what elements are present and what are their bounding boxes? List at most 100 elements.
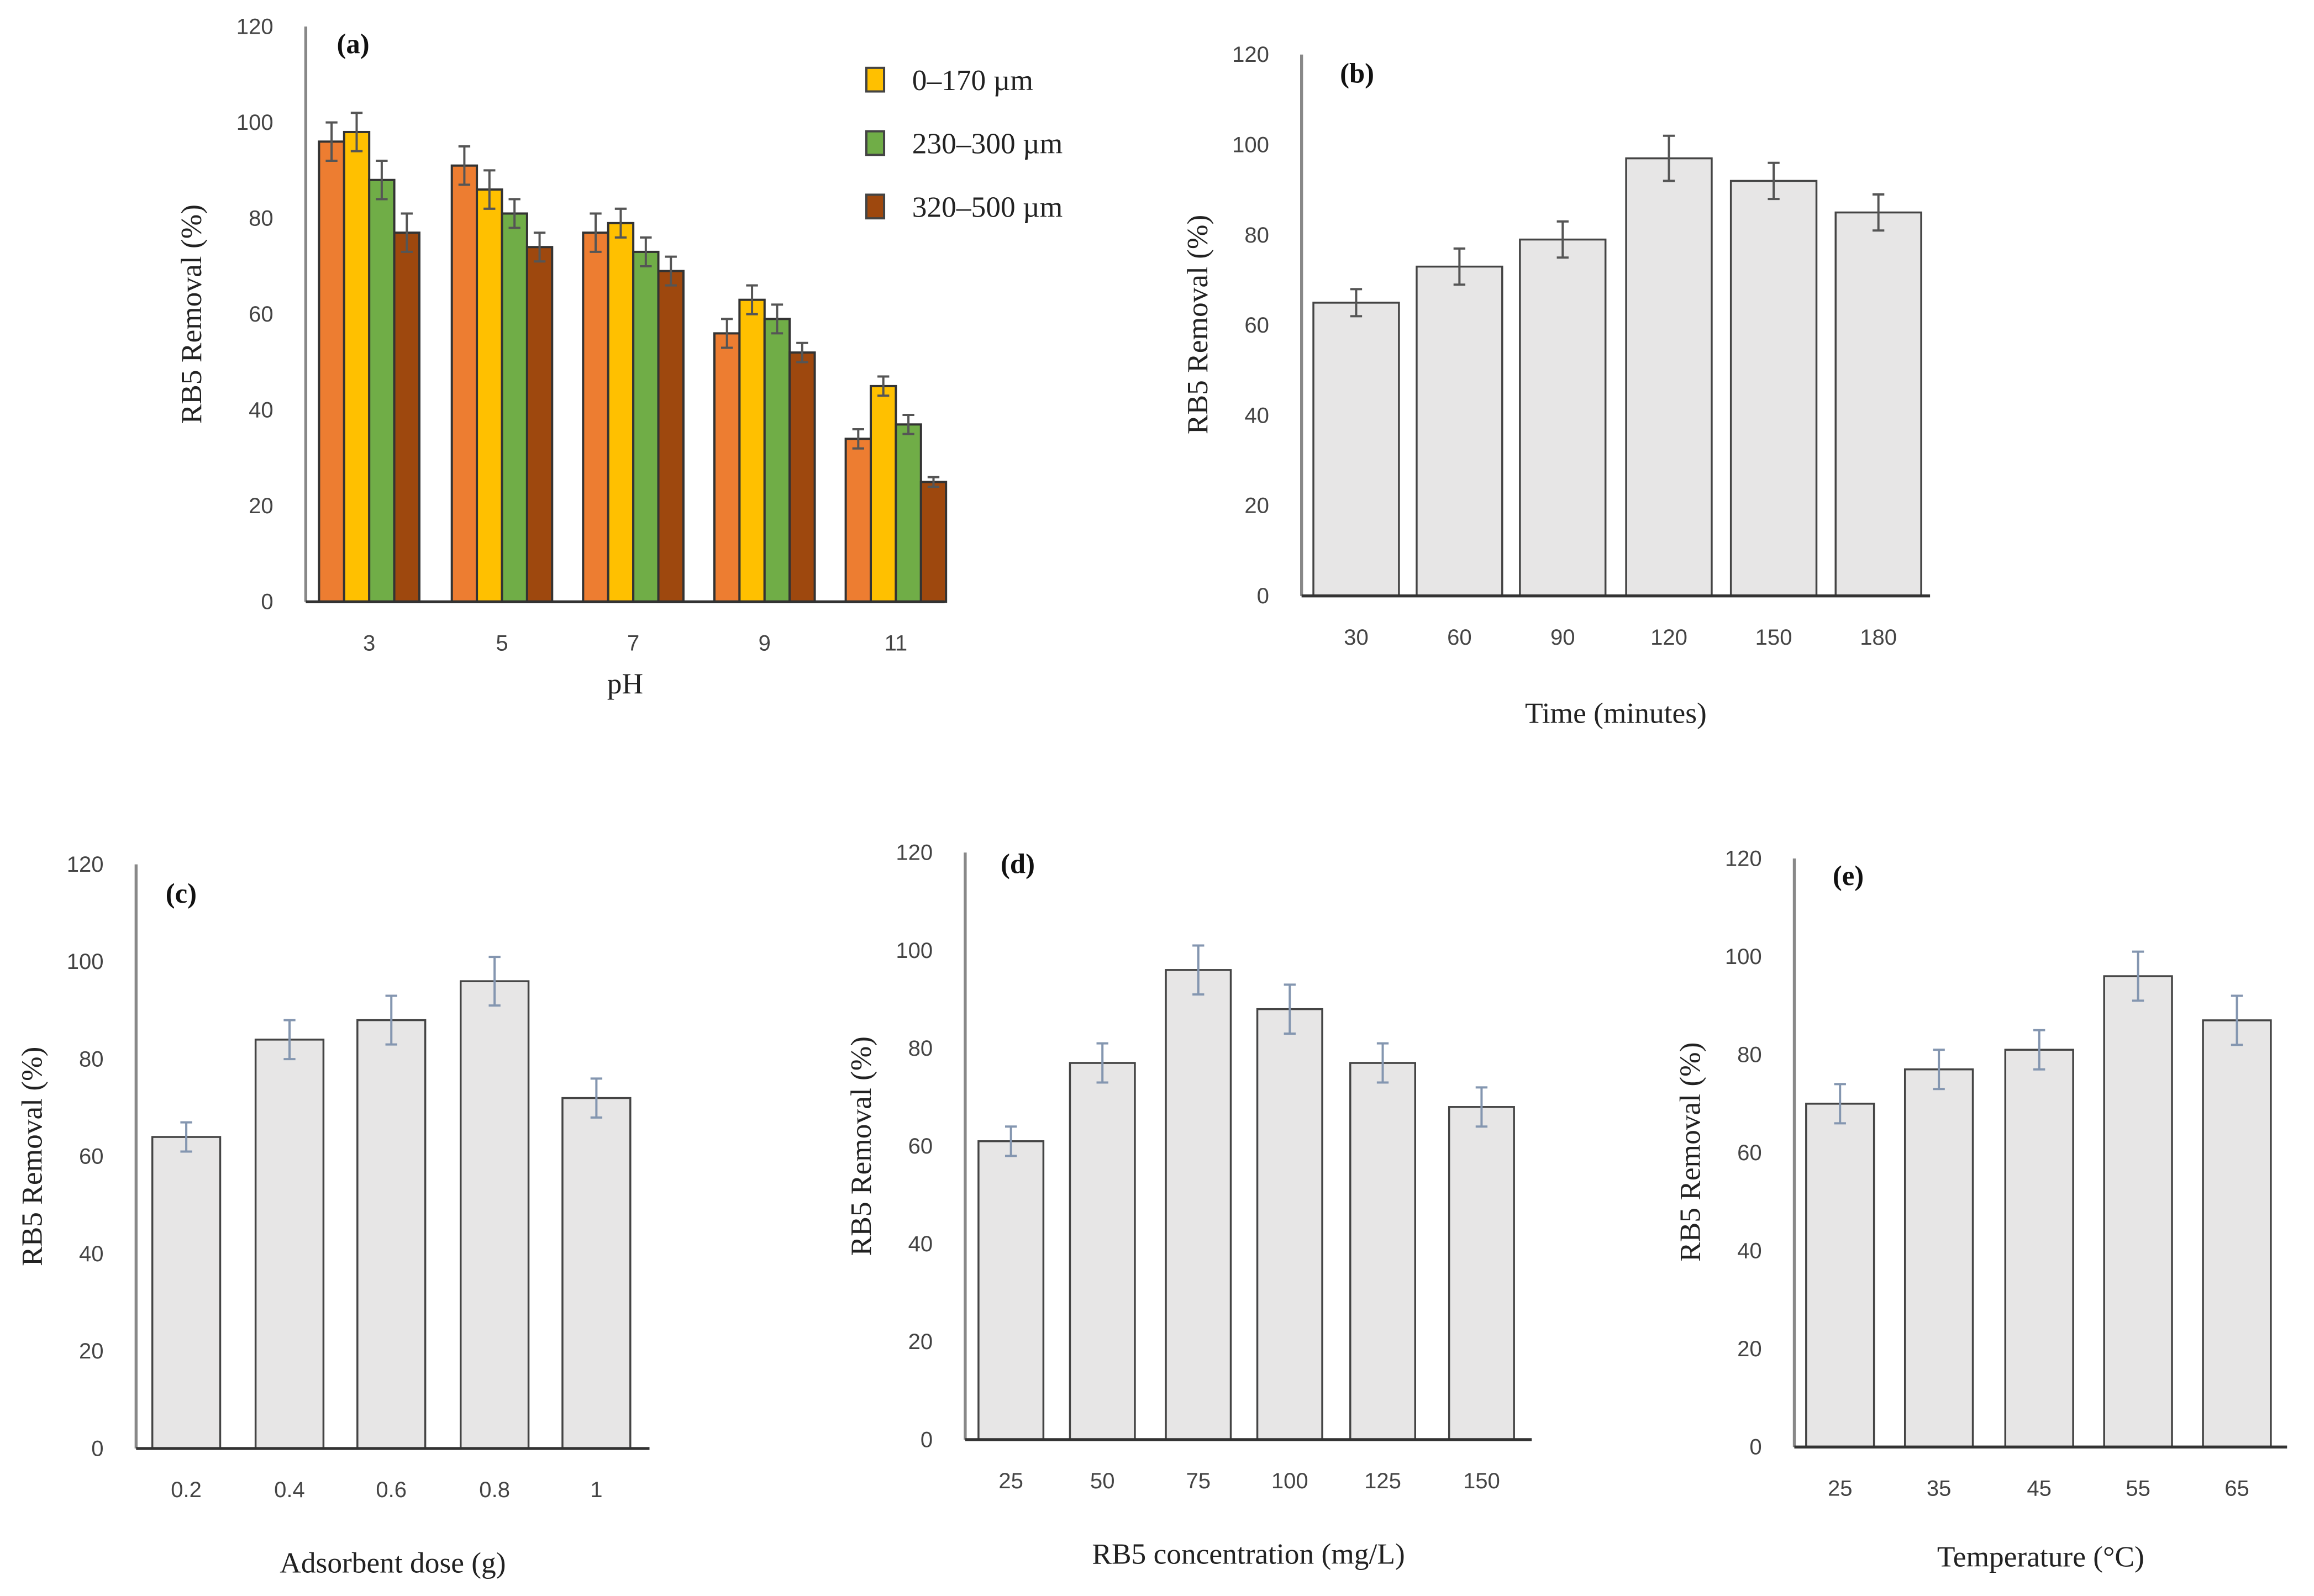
x-tick-label: 150 [1463,1469,1500,1493]
error-bar [325,121,338,162]
y-tick-label: 20 [79,1339,104,1363]
x-tick-label: 60 [1447,625,1472,650]
chart-title: (b) [1340,58,1374,89]
error-bar [1005,1125,1017,1157]
error-bar [1933,1049,1945,1091]
error-bar [1872,193,1885,232]
error-bar [1096,1042,1108,1084]
bar [1312,302,1400,597]
legend-swatch [865,66,886,93]
y-tick-label: 40 [908,1232,933,1256]
x-tick-label: 55 [2126,1476,2150,1500]
y-tick-label: 80 [908,1036,933,1061]
bar [525,246,554,603]
y-tick-label: 0 [261,590,273,614]
y-tick-label: 40 [79,1242,104,1266]
y-tick-label: 80 [249,207,274,231]
y-tick-label: 60 [908,1134,933,1158]
x-tick-label: 3 [363,631,375,655]
error-bar [508,198,520,229]
y-tick-label: 60 [1737,1141,1762,1165]
y-tick-label: 20 [1737,1337,1762,1361]
error-bar [1663,134,1675,182]
x-axis-label: pH [607,667,643,700]
error-bar [488,956,501,1007]
bar [2103,975,2173,1448]
y-axis-label: RB5 Removal (%) [15,1047,48,1266]
x-tick-label: 45 [2027,1476,2052,1500]
chart-title: (d) [1001,849,1035,879]
bar [343,130,371,603]
y-tick-label: 80 [79,1047,104,1071]
chart-b: 0 20 40 60 80 100 120 30 60 90 120 150 180 (b) Time (m… [1181,43,1931,729]
error-bar [483,169,496,210]
x-tick-label: 25 [1828,1476,1853,1500]
y-tick-label: 60 [79,1145,104,1169]
error-bar [350,112,363,152]
error-bar [2132,950,2144,1002]
error-bar [746,284,758,315]
error-bar [283,1019,296,1061]
error-bar [533,231,546,263]
x-tick-label: 11 [885,631,908,655]
bar [1519,238,1607,597]
x-axis-label: Time (minutes) [1525,696,1707,729]
bar [459,980,530,1450]
bar [1165,969,1232,1441]
error-bar [401,212,413,253]
y-tick-label: 40 [249,398,274,423]
chart-e: 0 20 40 60 80 100 120 25 35 45 55 65 (e) Temperature … [1674,846,2287,1573]
error-bar [1556,220,1569,259]
x-tick-label: 120 [1650,625,1687,650]
y-tick-label: 100 [67,950,104,974]
y-tick-label: 120 [896,841,933,865]
legend-label: 320–500 µm [912,190,1063,223]
x-tick-label: 50 [1090,1469,1115,1493]
x-tick-label: 5 [496,631,508,655]
error-bar [721,318,733,349]
x-tick-label: 90 [1550,625,1575,650]
error-bar [1284,983,1296,1035]
y-tick-label: 100 [1725,945,1762,969]
bar [501,212,528,603]
x-tick-label: 100 [1271,1469,1308,1493]
chart-c: 0 20 40 60 80 100 120 0.2 0.4 0.6 0.8 1 (c) Adsorbent… [15,852,650,1579]
y-tick-label: 100 [236,110,274,135]
chart-a: 0 20 40 60 80 100 120 3 5 7 9 11 (a) pH RB5 Removal (%… [175,14,1063,700]
legend-swatch [865,130,886,156]
y-tick-label: 100 [896,939,933,963]
error-bar [796,341,808,364]
error-bar [640,236,652,267]
y-tick-label: 0 [921,1428,933,1452]
x-tick-label: 0.4 [274,1478,305,1502]
legend-swatch [865,193,886,220]
bar [476,188,503,603]
x-tick-label: 65 [2224,1476,2249,1500]
legend-label: 230–300 µm [912,127,1063,160]
bar [607,222,635,603]
error-bar [614,207,627,239]
bar [632,250,660,603]
error-bar [1453,247,1466,286]
x-tick-label: 30 [1344,625,1369,650]
y-tick-label: 80 [1244,223,1269,247]
y-axis-label: RB5 Removal (%) [844,1036,877,1256]
y-tick-label: 20 [1244,494,1269,518]
error-bar [1350,288,1363,318]
y-tick-label: 120 [1725,846,1762,871]
y-tick-label: 60 [249,302,274,326]
chart-title: (a) [336,28,369,59]
y-axis-label: RB5 Removal (%) [175,204,208,424]
x-axis-label: Temperature (°C) [1937,1540,2144,1573]
chart-title: (c) [166,878,197,909]
y-tick-label: 120 [1232,43,1269,67]
bar [844,438,872,603]
bar [657,270,685,603]
error-bar [1834,1083,1846,1125]
bar [870,384,897,603]
y-tick-label: 0 [91,1436,103,1461]
bar [1903,1068,1974,1448]
bar [1349,1062,1416,1441]
y-tick-label: 60 [1244,313,1269,338]
bar [1416,265,1503,597]
